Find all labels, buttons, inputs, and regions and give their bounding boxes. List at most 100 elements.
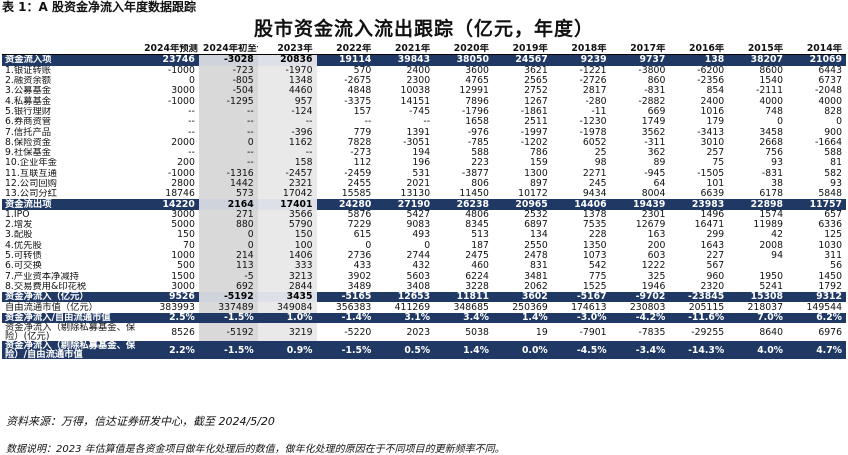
value-cell: 786 (530, 147, 548, 159)
value-cell: 748 (765, 106, 783, 117)
value-cell: 18746 (165, 189, 195, 200)
value-cell: 2321 (257, 178, 317, 190)
value-cell: 1350 (582, 240, 607, 251)
value-cell: -3800 (638, 65, 666, 76)
value-cell: 218037 (747, 302, 784, 313)
value-cell: 2008 (759, 240, 783, 251)
value-cell: 3000 (171, 281, 195, 292)
value-cell: -2111 (755, 86, 783, 97)
row-label: 11.互联互通 (5, 168, 57, 179)
value-cell: 38 (771, 178, 783, 189)
value-cell: -3.4% (610, 341, 670, 360)
value-cell: 134 (530, 230, 548, 241)
value-cell: 2736 (347, 250, 372, 262)
value-cell: 17401 (257, 199, 317, 210)
value-cell: -4.5% (551, 341, 611, 360)
value-cell: 2800 (171, 178, 195, 189)
value-cell: 200 (647, 240, 666, 251)
value-cell: 542 (588, 261, 607, 272)
value-cell: 1525 (582, 281, 607, 292)
value-cell: 1162 (257, 137, 317, 148)
row-label: 5.可转债 (5, 250, 42, 262)
value-cell: 362 (647, 147, 666, 159)
table-row: 6.可交换 500 113 333 433 432 460 831 542 1222 567 56 (2, 261, 846, 272)
value-cell: 588 (824, 147, 842, 159)
value-cell: 0 (777, 117, 783, 128)
value-cell: -1.5% (316, 341, 376, 360)
value-cell: 38207 (728, 54, 787, 66)
value-cell: 179 (706, 117, 725, 128)
value-cell: 245 (588, 178, 607, 189)
row-label: 2.增发 (5, 220, 33, 231)
value-cell: -- (364, 117, 372, 128)
value-cell: 14220 (140, 199, 199, 210)
value-cell: -7901 (579, 326, 607, 338)
value-cell: 3000 (171, 209, 195, 220)
value-cell: 6336 (818, 220, 842, 231)
value-cell: -1997 (520, 127, 548, 138)
value-cell: 7229 (347, 220, 372, 231)
value-cell: 756 (765, 147, 783, 159)
value-cell: 432 (412, 261, 431, 272)
row-label: 8.保险资金 (5, 137, 52, 148)
value-cell: 5000 (171, 220, 195, 231)
value-cell: 19114 (316, 54, 376, 66)
value-cell: -- (198, 147, 258, 159)
value-cell: 20836 (257, 54, 317, 66)
capital-flow-table: 2024年预测2024年初至今2023年2022年2021年2020年2019年… (2, 44, 846, 360)
value-cell: 7828 (347, 137, 372, 148)
value-cell: 1574 (759, 209, 783, 220)
value-cell: 960 (706, 271, 725, 282)
value-cell: 22898 (728, 199, 787, 210)
value-cell: -745 (409, 106, 431, 117)
value-cell: 2023 (406, 326, 431, 338)
value-cell: 15308 (728, 292, 787, 303)
value-cell: -1.4% (316, 312, 376, 324)
value-cell: 3.1% (375, 312, 435, 324)
value-cell: 493 (412, 230, 431, 241)
value-cell: -2457 (257, 168, 317, 179)
table-row: 8.保险资金 2000 0 1162 7828 -3051 -785 -1202 6052 -31… (2, 137, 846, 148)
value-cell: -6200 (697, 65, 725, 76)
value-cell: -976 (467, 127, 489, 138)
table-row: 2.融资余额 0 -805 1348 -2675 2300 4765 2565 -2726 860… (2, 75, 846, 87)
column-header: 2024年初至今 (198, 44, 258, 56)
value-cell: 150 (177, 230, 195, 241)
table-row: 9.社保基金 -- -- -- -273 194 588 786 25 362 257 756 588 (2, 147, 846, 159)
value-cell: 158 (257, 158, 317, 169)
value-cell: 4000 (818, 96, 842, 107)
value-cell: 8640 (759, 326, 783, 338)
value-cell: 5876 (347, 209, 372, 220)
table-row: 资金净流入（剔除私募基金、保险）(亿元) 8526 -5192 3219 -5220 20… (2, 323, 846, 342)
value-cell: 24567 (492, 54, 552, 66)
row-label: 9.社保基金 (5, 147, 52, 159)
value-cell: 21069 (787, 54, 846, 66)
value-cell: 3489 (347, 281, 372, 292)
value-cell: 615 (353, 230, 372, 241)
value-cell: 14406 (551, 199, 611, 210)
value-cell: 4848 (347, 86, 372, 97)
value-cell: 214 (198, 250, 258, 262)
column-header: 2022年 (316, 44, 376, 56)
value-cell: 9737 (610, 54, 670, 66)
value-cell: 779 (353, 127, 372, 138)
value-cell: 2062 (524, 281, 548, 292)
column-header: 2020年 (434, 44, 493, 56)
value-cell: 603 (647, 250, 666, 262)
table-body: 资金流入项 23746 -3028 20836 19114 39843 38050 24567… (2, 54, 846, 360)
value-cell: 433 (353, 261, 372, 272)
value-cell: 11757 (787, 199, 846, 210)
value-cell: -1861 (520, 106, 548, 117)
value-cell: 56 (830, 261, 842, 272)
source-note: 资料来源：万得，信达证券研发中心，截至 2024/5/20 (6, 415, 275, 428)
value-cell: 5603 (406, 271, 431, 282)
value-cell: 7896 (465, 96, 489, 107)
value-cell: 42 (771, 230, 783, 241)
value-cell: 20965 (492, 199, 552, 210)
value-cell: 25 (594, 147, 607, 159)
value-cell: 5848 (818, 189, 842, 200)
value-cell: 2844 (257, 281, 317, 293)
value-cell: 500 (177, 261, 195, 272)
value-cell: 93 (830, 178, 842, 189)
column-header: 2017年 (610, 44, 670, 56)
